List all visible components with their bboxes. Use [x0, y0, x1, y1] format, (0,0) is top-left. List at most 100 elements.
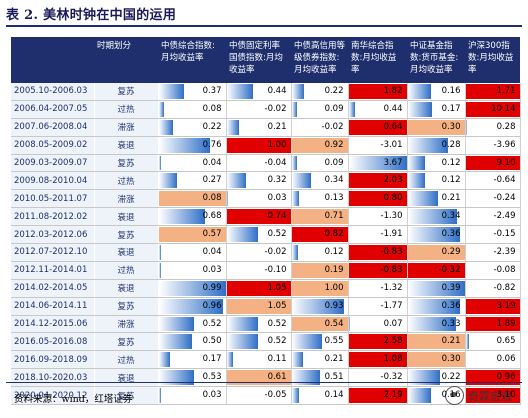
- value-text: 0.03: [202, 390, 222, 401]
- value-cell: 0.36: [407, 297, 466, 316]
- value-text: 0.14: [324, 390, 344, 401]
- value-text: 0.33: [441, 318, 461, 329]
- value-text: 0.06: [496, 354, 516, 365]
- value-text: 0.09: [324, 103, 344, 114]
- value-text: -1.77: [380, 300, 403, 311]
- value-text: 0.44: [383, 103, 403, 114]
- value-bar: [348, 173, 407, 189]
- value-cell: 0.19: [291, 261, 349, 280]
- table-row: 2014.12-2015.06 滞涨 0.52 0.52 0.54 0.07 0.33 1.8…: [11, 315, 521, 334]
- value-text: 3.10: [496, 390, 516, 401]
- value-text: 0.27: [202, 175, 222, 186]
- value-text: 0.03: [202, 264, 222, 275]
- value-bar: [407, 227, 461, 243]
- value-text: 0.36: [441, 300, 461, 311]
- value-cell: 0.76: [158, 136, 227, 155]
- value-text: 0.12: [324, 247, 344, 258]
- value-bar: [158, 209, 205, 225]
- value-cell: 1.71: [465, 83, 521, 101]
- table-body: 2005.10-2006.03 复苏 0.37 0.44 0.22 1.82 0.16 1.7…: [11, 83, 521, 406]
- value-cell: 0.16: [407, 83, 466, 101]
- value-cell: 0.08: [158, 189, 227, 209]
- value-bar: [158, 173, 177, 189]
- value-cell: 0.36: [407, 225, 466, 245]
- value-text: -0.08: [493, 264, 516, 275]
- value-text: 0.21: [441, 336, 461, 347]
- value-bar: [158, 262, 161, 278]
- value-text: 0.04: [202, 247, 222, 258]
- value-cell: 2.19: [348, 386, 408, 406]
- value-cell: 0.68: [158, 207, 227, 227]
- value-text: 0.64: [383, 121, 403, 132]
- value-cell: -0.02: [226, 243, 292, 262]
- value-cell: 0.04: [158, 243, 227, 262]
- value-cell: 0.34: [407, 207, 466, 227]
- value-cell: 0.52: [226, 332, 292, 352]
- value-bar: [226, 334, 259, 350]
- value-bar: [158, 101, 164, 117]
- value-cell: 0.39: [407, 279, 466, 298]
- value-cell: 0.08: [158, 100, 227, 119]
- value-cell: 0.12: [407, 154, 466, 173]
- value-bar: [291, 245, 299, 260]
- value-text: -1.91: [380, 229, 403, 240]
- period-cell: 2005.10-2006.03: [11, 83, 95, 101]
- value-text: 0.74: [267, 211, 287, 222]
- value-text: 0.32: [267, 175, 287, 186]
- value-cell: 3.10: [465, 386, 521, 406]
- value-bar: [291, 209, 348, 225]
- value-text: -0.04: [264, 157, 287, 168]
- header-cell: 中证基金指数:货币基金:月均收益率: [407, 37, 465, 83]
- value-cell: -0.15: [465, 225, 521, 245]
- value-text: 0.16: [441, 390, 461, 401]
- value-cell: 1.05: [226, 279, 292, 298]
- value-bar: [407, 101, 433, 117]
- value-bar: [407, 155, 426, 171]
- value-cell: 0.22: [407, 368, 466, 388]
- value-text: 0.21: [324, 354, 344, 365]
- value-text: -0.02: [264, 247, 287, 258]
- value-text: 0.51: [324, 372, 344, 383]
- phase-cell: 过热: [94, 350, 159, 370]
- phase-cell: 复苏: [94, 297, 159, 316]
- value-cell: -0.05: [226, 386, 292, 406]
- value-text: 0.52: [267, 318, 287, 329]
- value-text: 0.57: [202, 229, 222, 240]
- value-bar: [291, 191, 299, 207]
- period-cell: 2008.05-2009.02: [11, 136, 95, 155]
- value-text: -0.64: [493, 175, 516, 186]
- period-cell: 2016.05-2016.08: [11, 332, 95, 352]
- value-cell: -1.77: [348, 297, 408, 316]
- value-bar: [465, 155, 520, 171]
- value-text: 0.13: [324, 193, 344, 204]
- period-cell: 2014.12-2015.06: [11, 315, 95, 334]
- value-bar: [158, 191, 226, 207]
- value-cell: 0.96: [465, 368, 521, 388]
- phase-cell: 衰退: [94, 207, 159, 227]
- value-cell: 0.04: [158, 154, 227, 173]
- value-cell: -0.10: [226, 261, 292, 280]
- period-cell: 2007.06-2008.04: [11, 118, 95, 137]
- value-cell: 0.52: [158, 315, 227, 334]
- table-row: 2007.06-2008.04 滞涨 0.22 0.21 -0.02 0.64 0.30 0.…: [11, 118, 521, 137]
- value-bar: [291, 173, 311, 189]
- value-cell: -2.39: [465, 243, 521, 262]
- table-row: 2018.10-2020.03 衰退 0.53 0.61 0.51 -0.32 0.22 0.…: [11, 368, 521, 388]
- value-text: 0.80: [383, 193, 403, 204]
- value-cell: -0.04: [226, 154, 292, 173]
- wechat-icon: [445, 386, 464, 405]
- value-cell: 9.10: [465, 154, 521, 173]
- value-text: 0.76: [202, 139, 222, 150]
- value-text: -1.32: [380, 282, 403, 293]
- value-cell: 0.80: [348, 189, 408, 209]
- value-bar: [226, 137, 291, 153]
- value-bar: [158, 119, 174, 135]
- value-cell: 0.53: [158, 368, 227, 388]
- value-cell: 0.33: [407, 315, 466, 334]
- phase-cell: 过热: [94, 261, 159, 280]
- value-cell: -0.83: [348, 243, 408, 262]
- phase-cell: 衰退: [94, 279, 159, 298]
- value-bar: [226, 191, 229, 207]
- value-text: 1.00: [324, 282, 344, 293]
- value-text: 0.17: [202, 354, 222, 365]
